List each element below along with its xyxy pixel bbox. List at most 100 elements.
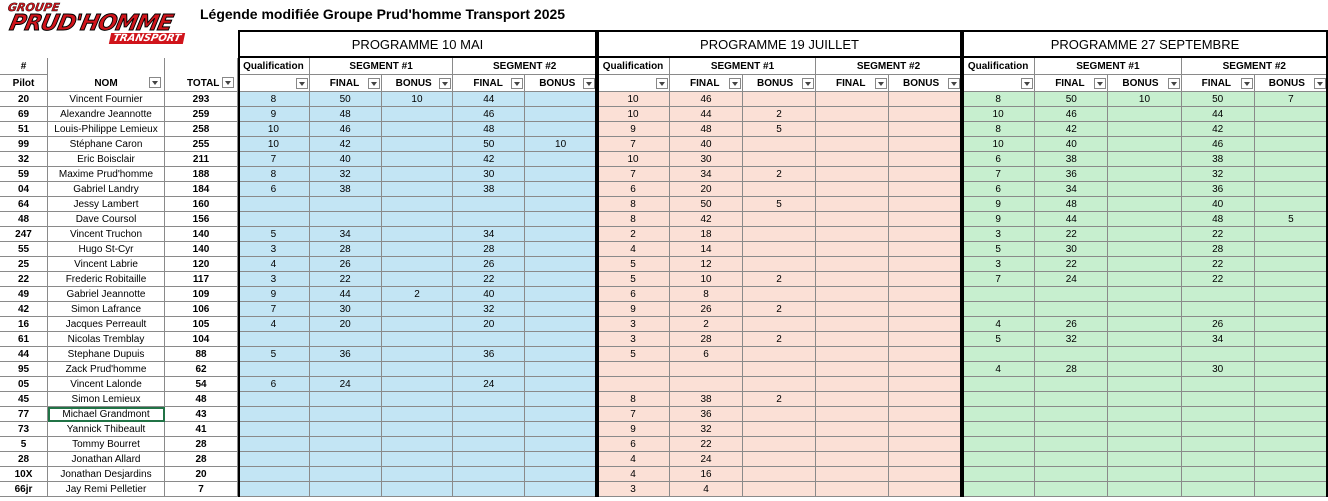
score: 2: [597, 227, 670, 242]
score: [816, 302, 889, 317]
score: [816, 242, 889, 257]
score: 8: [962, 92, 1036, 107]
pilot-name: Simon Lemieux: [48, 392, 165, 407]
score: 44: [309, 287, 382, 302]
score: [816, 332, 889, 347]
segment-header: SEGMENT #2: [1181, 58, 1328, 75]
filter-button[interactable]: [511, 78, 524, 89]
score: [453, 452, 526, 467]
score: [1254, 407, 1328, 422]
score: [525, 182, 597, 197]
score: 26: [453, 257, 526, 272]
score: [889, 152, 962, 167]
score: [816, 272, 889, 287]
filter-button[interactable]: [583, 78, 595, 89]
score: [889, 467, 962, 482]
score: [1254, 422, 1328, 437]
score: [1254, 362, 1328, 377]
score: 10: [1108, 92, 1182, 107]
total: 106: [165, 302, 238, 317]
filter-button[interactable]: [149, 77, 161, 88]
total: 293: [165, 92, 238, 107]
score: 10: [962, 137, 1036, 152]
score: [381, 107, 454, 122]
score: [1108, 377, 1182, 392]
total: 105: [165, 317, 238, 332]
score: 5: [743, 197, 816, 212]
score: 8: [238, 167, 310, 182]
score: [381, 482, 454, 497]
score: [962, 302, 1036, 317]
filter-button[interactable]: [1167, 78, 1180, 89]
filter-button[interactable]: [222, 77, 234, 88]
score: [816, 377, 889, 392]
score: [743, 437, 816, 452]
score: [816, 452, 889, 467]
filter-button[interactable]: [295, 78, 308, 89]
pilot-name: Vincent Fournier: [48, 92, 165, 107]
segment-header: SEGMENT #1: [309, 58, 454, 75]
score: 5: [597, 272, 670, 287]
total: 211: [165, 152, 238, 167]
score: [1108, 122, 1182, 137]
score: 6: [238, 182, 310, 197]
score: [889, 107, 962, 122]
pilot-number: 69: [0, 107, 48, 122]
score: [962, 347, 1036, 362]
score: 5: [597, 257, 670, 272]
score: [889, 377, 962, 392]
score: [816, 437, 889, 452]
score: [238, 437, 310, 452]
filter-button[interactable]: [802, 78, 814, 89]
score: [525, 92, 597, 107]
filter-button[interactable]: [948, 78, 960, 89]
score: 48: [1035, 197, 1109, 212]
score: 10: [597, 152, 670, 167]
score: 38: [453, 182, 526, 197]
score: [889, 182, 962, 197]
score: 9: [597, 122, 670, 137]
score: 5: [238, 347, 310, 362]
pilot-name: Michael Grandmont: [48, 407, 165, 422]
score: 48: [670, 122, 743, 137]
pilot-number: 25: [0, 257, 48, 272]
score: [1254, 467, 1328, 482]
total: 120: [165, 257, 238, 272]
score: [525, 227, 597, 242]
score: [889, 362, 962, 377]
score: [309, 422, 382, 437]
filter-button[interactable]: [439, 78, 452, 89]
score: 46: [453, 107, 526, 122]
score: 5: [597, 347, 670, 362]
score: 10: [238, 137, 310, 152]
score: [381, 182, 454, 197]
total: 48: [165, 392, 238, 407]
filter-button[interactable]: [367, 78, 380, 89]
filter-button[interactable]: [1021, 78, 1034, 89]
filter-button[interactable]: [875, 78, 887, 89]
total: 255: [165, 137, 238, 152]
score: 40: [309, 152, 382, 167]
filter-button[interactable]: [1240, 78, 1253, 89]
filter-button[interactable]: [1094, 78, 1107, 89]
filter-button[interactable]: [1314, 78, 1326, 89]
score: [889, 287, 962, 302]
score: 50: [309, 92, 382, 107]
total: 28: [165, 437, 238, 452]
score: 3: [597, 317, 670, 332]
filter-button[interactable]: [729, 78, 741, 89]
score: [1035, 407, 1109, 422]
score: [1108, 302, 1182, 317]
score: 44: [670, 107, 743, 122]
pilot-number: 77: [0, 407, 48, 422]
filter-button[interactable]: [656, 78, 668, 89]
score: [1254, 287, 1328, 302]
score: [743, 227, 816, 242]
score: [525, 302, 597, 317]
pilot-number: 42: [0, 302, 48, 317]
pilot-number: 22: [0, 272, 48, 287]
score: 26: [309, 257, 382, 272]
score: 22: [670, 437, 743, 452]
score: 2: [670, 317, 743, 332]
